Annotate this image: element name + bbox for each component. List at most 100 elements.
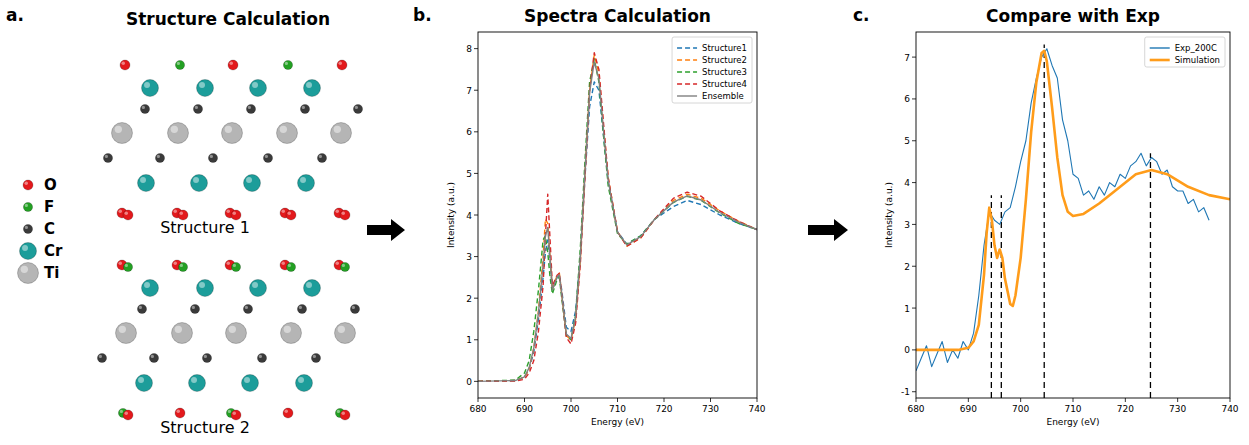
atom-highlight — [174, 262, 178, 266]
atom-highlight — [299, 306, 302, 309]
legend-swatch — [1150, 47, 1170, 48]
x-axis-title: Energy (eV) — [1046, 417, 1099, 427]
y-tick-label: 0 — [466, 377, 472, 387]
atom-highlight — [138, 377, 144, 383]
atom — [18, 263, 39, 284]
y-axis-title: Intensity (a.u.) — [446, 182, 456, 248]
x-tick — [571, 398, 572, 402]
y-tick — [912, 98, 916, 99]
x-tick — [1177, 398, 1178, 402]
atom-highlight — [144, 82, 150, 88]
x-tick — [524, 398, 525, 402]
panel-title: Structure Calculation — [126, 9, 330, 29]
atom — [172, 323, 193, 344]
atom — [140, 104, 149, 113]
atom-highlight — [300, 177, 306, 183]
reference-line — [1044, 45, 1045, 398]
atom — [244, 175, 261, 192]
legend-label: Structure3 — [702, 67, 747, 77]
atom-highlight — [21, 266, 28, 273]
x-axis-title: Energy (eV) — [591, 417, 644, 427]
atom-highlight — [244, 377, 250, 383]
flow-arrow — [808, 219, 848, 241]
atom — [283, 60, 292, 69]
atom-highlight — [313, 355, 316, 358]
atom-highlight — [245, 306, 248, 309]
atom-highlight — [22, 245, 28, 251]
y-tick — [474, 131, 478, 132]
atom — [168, 123, 189, 144]
structure: Structure 2 — [97, 260, 359, 437]
series-line — [916, 51, 1230, 350]
atom-highlight — [199, 282, 205, 288]
y-tick-label: 3 — [904, 220, 910, 230]
atom-highlight — [204, 355, 207, 358]
legend-label: Structure1 — [702, 43, 747, 53]
chart-title: Compare with Exp — [986, 6, 1160, 26]
atom — [142, 280, 159, 297]
series-line — [916, 49, 1209, 371]
atom — [257, 353, 266, 362]
atom — [178, 262, 187, 271]
y-tick-label: 5 — [904, 136, 910, 146]
y-tick-label: 6 — [466, 127, 472, 137]
atom-highlight — [288, 264, 291, 267]
atom-highlight — [122, 62, 126, 66]
atom — [190, 304, 199, 313]
atom-highlight — [175, 326, 182, 333]
atom-highlight — [248, 106, 251, 109]
y-tick-label: 7 — [466, 86, 472, 96]
atom-highlight — [298, 377, 304, 383]
atom — [286, 262, 295, 271]
y-tick — [912, 308, 916, 309]
atom — [197, 80, 214, 97]
atom-highlight — [252, 82, 258, 88]
y-tick-label: 1 — [904, 304, 910, 314]
legend: Structure1Structure2Structure3Structure4… — [672, 37, 752, 103]
figure: a.Structure CalculationOFCCrTiStructure … — [0, 0, 1249, 445]
atom-highlight — [338, 326, 345, 333]
atom — [222, 123, 243, 144]
atom-highlight — [25, 182, 29, 186]
y-tick-label: 2 — [466, 294, 472, 304]
series-line — [478, 55, 757, 381]
atom-highlight — [342, 412, 346, 416]
legend-label: O — [44, 176, 57, 194]
x-tick-label: 710 — [609, 404, 626, 414]
atom — [331, 123, 352, 144]
legend-swatch — [677, 59, 697, 60]
atom — [155, 153, 164, 162]
atom-highlight — [246, 177, 252, 183]
atom — [243, 304, 252, 313]
atom — [353, 104, 362, 113]
atom — [138, 175, 155, 192]
atom — [208, 153, 217, 162]
atom-highlight — [192, 306, 195, 309]
panel-a: a.Structure CalculationOFCCrTiStructure … — [6, 5, 363, 437]
atom — [202, 353, 211, 362]
y-tick — [912, 140, 916, 141]
y-tick — [912, 391, 916, 392]
legend-label: F — [44, 198, 54, 216]
atom-highlight — [306, 82, 312, 88]
atom-highlight — [285, 410, 289, 414]
atom — [340, 262, 349, 271]
atom-highlight — [228, 410, 231, 413]
y-tick — [474, 339, 478, 340]
atom-highlight — [282, 262, 286, 266]
legend: Exp_200CSimulation — [1145, 37, 1225, 67]
reference-line — [1001, 195, 1002, 398]
atom — [228, 60, 238, 70]
atom-highlight — [259, 355, 262, 358]
atom — [281, 323, 302, 344]
atom-highlight — [336, 210, 340, 214]
atom — [97, 353, 106, 362]
y-tick — [912, 266, 916, 267]
x-tick-label: 690 — [516, 404, 533, 414]
chart-title: Spectra Calculation — [524, 6, 711, 26]
panel-label: b. — [413, 5, 432, 25]
x-tick — [968, 398, 969, 402]
atom-highlight — [177, 410, 181, 414]
atom-highlight — [265, 155, 268, 158]
atom-highlight — [352, 306, 355, 309]
